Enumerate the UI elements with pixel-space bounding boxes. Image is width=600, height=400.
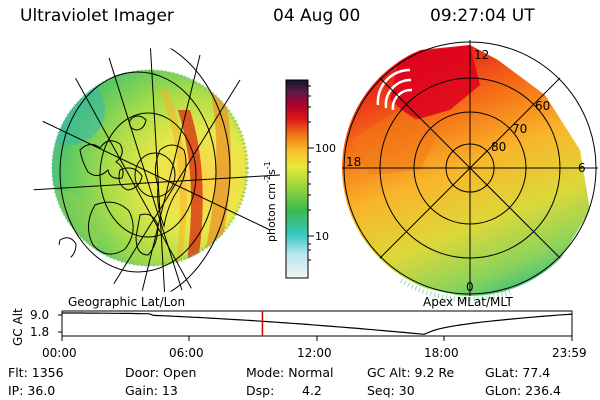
dsp-value: 4.2 <box>302 383 322 398</box>
seq-info: Seq: 30 <box>367 383 415 398</box>
ytick-9: 9.0 <box>30 308 49 322</box>
flt-info: Flt: 1356 <box>8 365 64 380</box>
ytick-1-8: 1.8 <box>30 325 49 339</box>
mlat-label-80: 80 <box>491 140 506 154</box>
glon-info: GLon: 236.4 <box>485 383 561 398</box>
mode-info: Mode: Normal <box>246 365 334 380</box>
xtick-1200: 12:00 <box>297 346 332 360</box>
altitude-plot-frame <box>61 310 573 337</box>
dayside-emission <box>390 45 480 120</box>
auroral-emission <box>342 45 590 296</box>
mlt-label-0: 0 <box>466 280 474 294</box>
mlat-label-70: 70 <box>512 122 527 136</box>
auroral-oval-arc <box>178 110 203 266</box>
gain-info: Gain: 13 <box>125 383 178 398</box>
altitude-ylabel: GC Alt <box>11 308 25 346</box>
xtick-2359: 23:59 <box>552 346 587 360</box>
altitude-plot: 9.0 1.8 GC Alt 00:00 06:00 12:00 18:00 2… <box>11 308 587 360</box>
xtick-0000: 00:00 <box>42 346 77 360</box>
altitude-curve <box>62 312 573 335</box>
lat-lon-grid <box>32 48 281 292</box>
colorbar-title: photon cm-2s-1 <box>263 161 278 242</box>
colorbar: 100 10 photon cm-2s-1 <box>263 79 336 279</box>
mlt-label-18: 18 <box>346 155 361 169</box>
glat-info: GLat: 77.4 <box>485 365 551 380</box>
mlat-label-60: 60 <box>535 99 550 113</box>
gc-alt-info: GC Alt: 9.2 Re <box>367 365 455 380</box>
xtick-0600: 06:00 <box>169 346 204 360</box>
colorbar-tick-10: 10 <box>315 230 329 243</box>
geographic-image <box>32 48 281 292</box>
time-label: 09:27:04 UT <box>430 6 535 26</box>
polar-image: 12 6 0 18 60 70 80 <box>342 40 598 302</box>
colorbar-tick-100: 100 <box>315 142 336 155</box>
door-info: Door: Open <box>125 365 197 380</box>
ip-info: IP: 36.0 <box>8 383 56 398</box>
date-label: 04 Aug 00 <box>273 6 361 26</box>
apex-caption: Apex MLat/MLT <box>423 295 513 309</box>
dsp-label: Dsp: <box>246 383 275 398</box>
geographic-caption: Geographic Lat/Lon <box>68 295 186 309</box>
instrument-title: Ultraviolet Imager <box>20 6 174 26</box>
mlt-label-12: 12 <box>474 48 489 62</box>
polar-grid <box>342 40 598 296</box>
xtick-1800: 18:00 <box>424 346 459 360</box>
mlt-label-6: 6 <box>578 161 586 175</box>
